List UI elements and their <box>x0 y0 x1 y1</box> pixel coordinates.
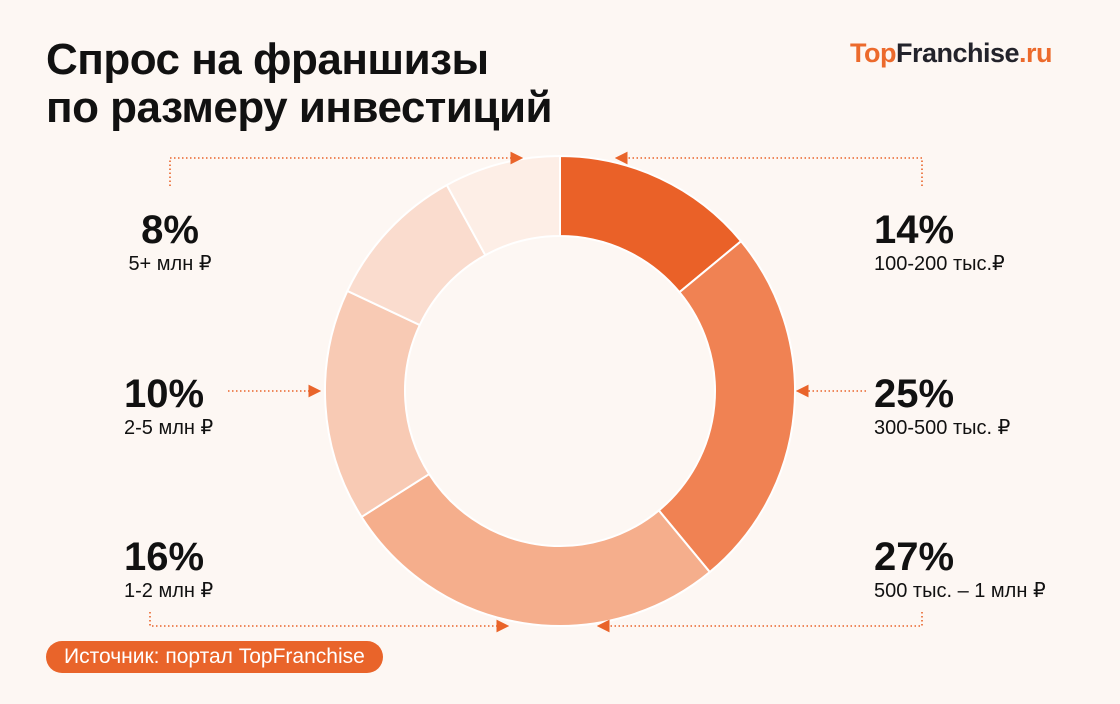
source-badge: Источник: портал TopFranchise <box>46 641 383 673</box>
donut-slice-27pct <box>360 472 712 627</box>
connector-27 <box>596 612 923 633</box>
label-14: 14% 100-200 тыс.₽ <box>874 208 1005 275</box>
donut-slice-25pct <box>657 239 796 574</box>
donut-slice-8pct <box>445 154 561 257</box>
logo: TopFranchise.ru <box>850 38 1053 68</box>
label-8: 8% 5+ млн ₽ <box>128 208 212 275</box>
donut-slice-16pct <box>324 289 431 519</box>
chart-title: Спрос на франшизы по размеру инвестиций <box>46 35 553 132</box>
connector-8 <box>169 151 524 186</box>
connector-16 <box>149 612 510 633</box>
title-line-2: по размеру инвестиций <box>46 83 553 132</box>
label-10: 10% 2-5 млн ₽ <box>124 372 214 439</box>
label-27: 27% 500 тыс. – 1 млн ₽ <box>874 535 1046 602</box>
label-16: 16% 1-2 млн ₽ <box>124 535 214 602</box>
label-25: 25% 300-500 тыс. ₽ <box>874 372 1011 439</box>
title-line-1: Спрос на франшизы <box>46 35 489 84</box>
connector-14 <box>614 151 923 186</box>
